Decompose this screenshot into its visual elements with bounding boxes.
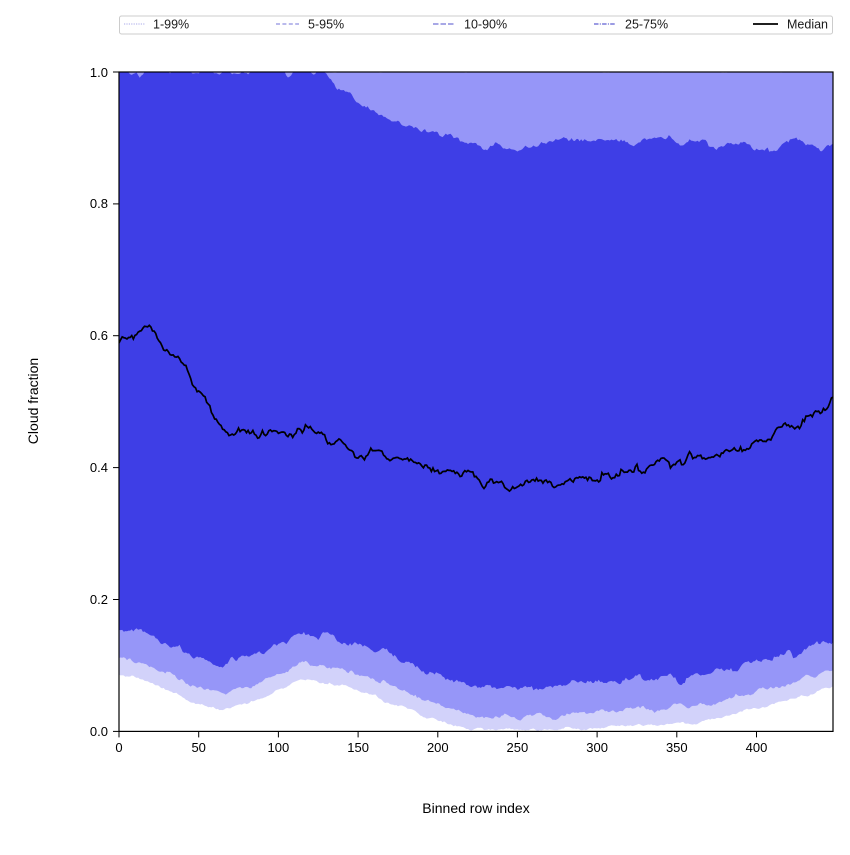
svg-text:0.2: 0.2 <box>90 592 108 607</box>
svg-text:1-99%: 1-99% <box>153 18 189 32</box>
svg-text:300: 300 <box>586 740 608 755</box>
svg-text:0: 0 <box>115 740 122 755</box>
svg-text:0.0: 0.0 <box>90 724 108 739</box>
svg-text:1.0: 1.0 <box>90 65 108 80</box>
svg-text:Binned row index: Binned row index <box>422 800 529 816</box>
svg-text:250: 250 <box>507 740 529 755</box>
svg-text:Cloud fraction: Cloud fraction <box>25 358 41 444</box>
svg-text:0.8: 0.8 <box>90 196 108 211</box>
svg-text:5-95%: 5-95% <box>308 18 344 32</box>
svg-text:350: 350 <box>666 740 688 755</box>
svg-text:10-90%: 10-90% <box>464 18 507 32</box>
svg-text:25-75%: 25-75% <box>625 18 668 32</box>
svg-text:200: 200 <box>427 740 449 755</box>
svg-text:Median: Median <box>787 18 828 32</box>
svg-text:150: 150 <box>347 740 369 755</box>
svg-text:50: 50 <box>191 740 205 755</box>
svg-text:400: 400 <box>746 740 768 755</box>
svg-text:100: 100 <box>268 740 290 755</box>
svg-text:0.6: 0.6 <box>90 328 108 343</box>
svg-text:0.4: 0.4 <box>90 460 108 475</box>
